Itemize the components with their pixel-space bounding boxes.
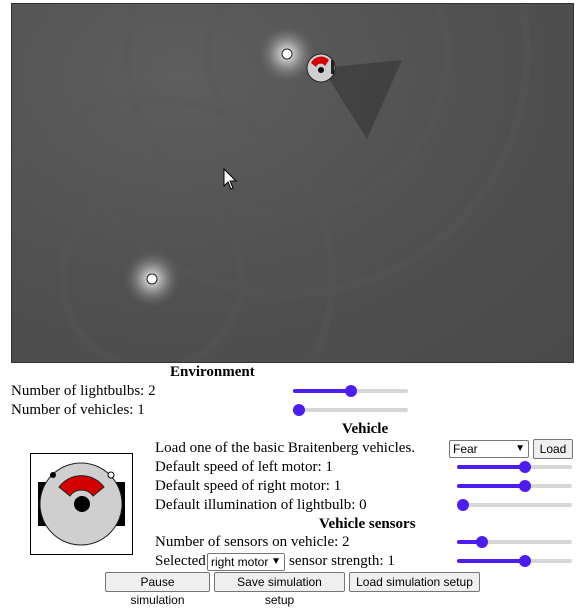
lightbulb[interactable] xyxy=(146,273,158,285)
vehicle[interactable] xyxy=(306,53,336,83)
arena-drawing xyxy=(12,4,531,362)
left-motor-slider[interactable] xyxy=(457,461,572,473)
left-motor-label: Default speed of left motor: 1 xyxy=(155,459,333,475)
sensor-motor-value: right motor xyxy=(211,555,269,569)
load-vehicle-label: Load one of the basic Braitenberg vehicl… xyxy=(155,440,416,456)
selected-sensor-prefix: Selected xyxy=(155,553,206,569)
right-motor-label: Default speed of right motor: 1 xyxy=(155,478,342,494)
vehicles-label: Number of vehicles: 1 xyxy=(11,402,145,418)
chevron-down-icon: ▼ xyxy=(271,556,281,567)
sensor-count-label: Number of sensors on vehicle: 2 xyxy=(155,534,350,550)
illumination-label: Default illumination of lightbulb: 0 xyxy=(155,497,367,513)
simulation-canvas[interactable] xyxy=(11,3,574,363)
lightbulbs-slider[interactable] xyxy=(293,385,408,397)
slider-thumb[interactable] xyxy=(475,536,488,548)
sensors-heading: Vehicle sensors xyxy=(319,516,416,532)
sensor-cone xyxy=(322,60,402,139)
pause-simulation-button[interactable]: Pause simulation xyxy=(105,572,210,607)
sensor-count-slider[interactable] xyxy=(457,536,572,548)
vehicle-preview xyxy=(30,453,133,555)
environment-heading: Environment xyxy=(170,364,255,380)
sensor-strength-slider[interactable] xyxy=(457,555,572,567)
save-simulation-button[interactable]: Save simulation setup xyxy=(214,572,345,607)
slider-thumb[interactable] xyxy=(344,385,357,397)
vehicle-preset-select[interactable]: Fear ▼ xyxy=(449,440,529,458)
lightbulbs-label: Number of lightbulbs: 2 xyxy=(11,383,156,399)
vehicle-heading: Vehicle xyxy=(342,421,389,437)
illumination-slider[interactable] xyxy=(457,499,572,511)
slider-thumb[interactable] xyxy=(457,499,469,511)
slider-thumb[interactable] xyxy=(293,404,305,416)
load-vehicle-button[interactable]: Load xyxy=(533,439,573,459)
vehicle-preset-value: Fear xyxy=(453,442,478,456)
sensor-motor-select[interactable]: right motor ▼ xyxy=(207,553,285,571)
load-simulation-button[interactable]: Load simulation setup xyxy=(349,572,480,592)
slider-thumb[interactable] xyxy=(518,480,531,492)
sensor-strength-label: sensor strength: 1 xyxy=(289,553,395,569)
slider-thumb[interactable] xyxy=(518,461,531,473)
chevron-down-icon: ▼ xyxy=(515,443,525,454)
slider-thumb[interactable] xyxy=(518,555,531,567)
mouse-cursor-icon xyxy=(223,167,238,190)
right-motor-slider[interactable] xyxy=(457,480,572,492)
vehicles-slider[interactable] xyxy=(293,404,408,416)
lightbulb[interactable] xyxy=(281,48,293,60)
